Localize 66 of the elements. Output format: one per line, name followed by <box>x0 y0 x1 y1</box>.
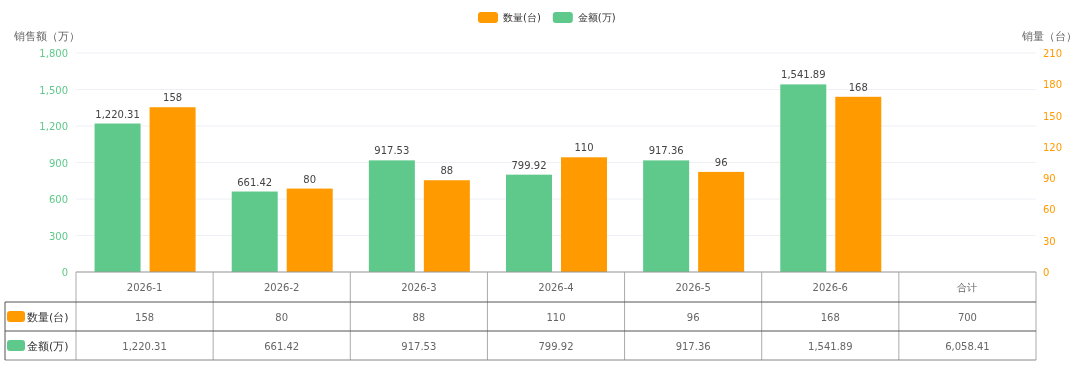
bar <box>423 180 470 272</box>
text: 168 <box>848 81 868 93</box>
y2-tick-label: 150 <box>1043 110 1063 122</box>
text: 1,220.31 <box>95 108 140 120</box>
data-label: 1,541.89 <box>808 341 853 352</box>
x-tick-label: 2026-5 <box>675 282 711 293</box>
data-label: 96 <box>686 312 700 323</box>
y2-tick-label: 120 <box>1043 141 1063 153</box>
data-label: 168 <box>820 312 840 323</box>
bar <box>368 160 415 272</box>
y-tick-label: 300 <box>48 230 68 242</box>
legend-label: 数量(台) <box>503 12 541 23</box>
y-tick-label: 1,200 <box>39 121 68 132</box>
text: 96 <box>714 156 728 168</box>
data-label: 799.92 <box>538 341 574 352</box>
text: 1,541.89 <box>781 69 826 81</box>
text: 88 <box>440 165 454 177</box>
x-tick-label: 2026-3 <box>401 282 437 293</box>
bar <box>780 84 827 272</box>
bar <box>94 123 141 272</box>
text: 80 <box>303 173 317 185</box>
x-tick-label: 2026-4 <box>538 282 574 293</box>
data-label: 917.36 <box>675 341 711 352</box>
data-label: 88 <box>412 312 426 323</box>
x-tick-label: 2026-1 <box>126 282 163 293</box>
y-tick-label: 1,500 <box>39 84 68 96</box>
text: 799.92 <box>511 159 547 171</box>
data-label: 110 <box>546 312 566 323</box>
x-tick-label: 2026-6 <box>812 282 848 293</box>
y-tick-label: 900 <box>48 157 68 169</box>
bar <box>835 96 882 272</box>
y-tick-label: 600 <box>48 194 68 205</box>
data-label: 158 <box>135 312 155 323</box>
bar <box>231 191 278 272</box>
y-tick-label: 0 <box>61 267 68 278</box>
bar <box>506 174 552 272</box>
y-tick-label: 1,800 <box>39 48 68 59</box>
data-label: 917.53 <box>401 341 437 352</box>
text: 110 <box>574 142 594 154</box>
y2-tick-label: 180 <box>1043 79 1063 91</box>
bar <box>698 171 745 272</box>
data-label: 80 <box>275 312 289 323</box>
x-tick-label: 合计 <box>957 282 978 293</box>
y2-tick-label: 0 <box>1043 267 1050 278</box>
bar <box>286 188 333 272</box>
y2-tick-label: 30 <box>1043 235 1056 247</box>
y2-tick-label: 210 <box>1043 48 1063 59</box>
bar <box>643 160 690 272</box>
text: 661.42 <box>237 176 273 188</box>
y2-tick-label: 90 <box>1043 173 1056 185</box>
data-label: 661.42 <box>264 341 300 352</box>
y-axis-title: 销售额（万） <box>13 30 80 43</box>
text: 917.36 <box>648 145 684 157</box>
data-label: 1,220.31 <box>122 341 167 352</box>
text: 158 <box>163 92 183 104</box>
text: 6,058.41 <box>945 341 990 352</box>
text: 金额(万) <box>27 340 69 353</box>
text: 700 <box>957 312 977 323</box>
bar <box>561 157 607 272</box>
bar <box>149 107 196 272</box>
text: 数量(台) <box>27 311 69 324</box>
x-tick-label: 2026-2 <box>264 282 300 293</box>
legend-label: 金额(万) <box>577 12 616 23</box>
y2-tick-label: 60 <box>1043 204 1056 216</box>
y2-axis-title: 销量（台） <box>1021 30 1077 43</box>
text: 917.53 <box>374 145 410 157</box>
